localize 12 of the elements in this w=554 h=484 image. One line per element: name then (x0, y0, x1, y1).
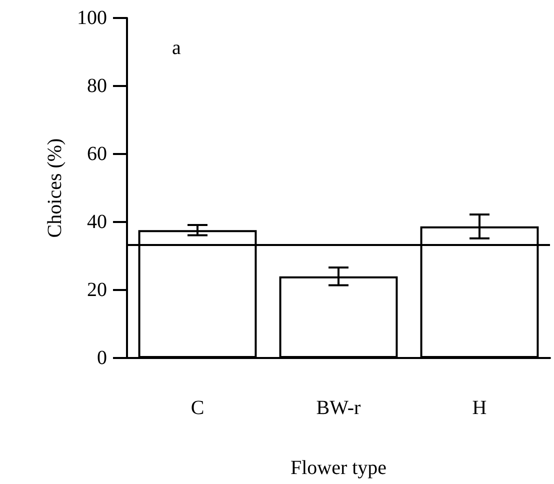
y-tick-label: 80 (87, 75, 107, 97)
x-tick-label: H (472, 397, 487, 419)
y-tick-label: 40 (87, 211, 107, 233)
y-tick-label: 60 (87, 143, 107, 165)
y-tick-label: 100 (77, 7, 107, 29)
annotation: a (172, 37, 181, 59)
x-tick-label: BW-r (316, 397, 362, 419)
y-tick-label: 0 (97, 347, 107, 369)
x-axis-title: Flower type (290, 457, 387, 479)
x-tick-label: C (190, 397, 204, 419)
y-axis-title: Choices (%) (44, 138, 66, 238)
y-tick-label: 20 (87, 279, 107, 301)
